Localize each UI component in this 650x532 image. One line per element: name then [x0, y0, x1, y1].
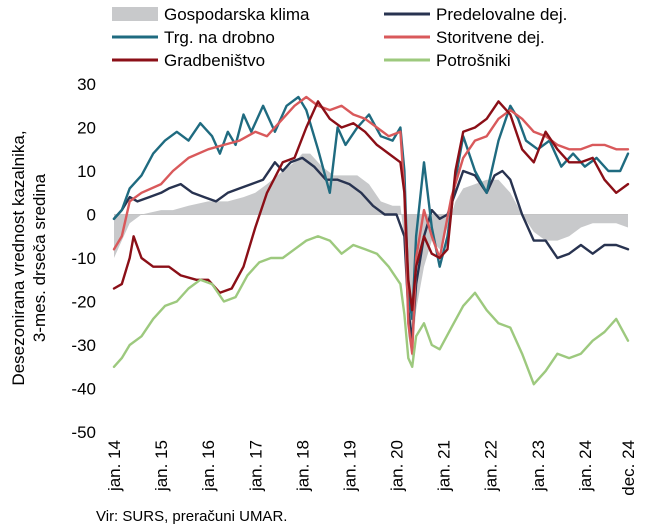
x-tick-label: jan. 20 [388, 440, 407, 492]
x-tick-label: jan. 16 [199, 440, 218, 492]
series-trg-na-drobno [112, 95, 630, 321]
y-tick-label: -40 [71, 380, 96, 399]
y-tick-label: 20 [77, 119, 96, 138]
y-tick-label: 30 [77, 75, 96, 94]
source-note: Vir: SURS, preračuni UMAR. [96, 508, 288, 525]
x-tick-label: jan. 15 [152, 440, 171, 492]
series-predelovalne-dej [112, 156, 630, 342]
x-tick-label: jan. 22 [482, 440, 501, 492]
y-tick-label: -30 [71, 336, 96, 355]
y-axis-ticks: 30 20 10 0 -10 -20 -30 -40 -50 [71, 75, 96, 442]
legend: Gospodarska klima Predelovalne dej. Trg. n… [112, 5, 567, 70]
y-tick-label: 0 [87, 206, 96, 225]
series-storitvene-dej [112, 95, 630, 355]
legend-label: Predelovalne dej. [436, 5, 567, 24]
legend-label: Gospodarska klima [164, 5, 310, 24]
x-tick-label: dec. 24 [619, 440, 638, 496]
legend-label: Gradbeništvo [164, 51, 265, 70]
legend-swatch [112, 7, 158, 21]
y-tick-label: 10 [77, 162, 96, 181]
y-axis-label-line: Desezonirana vrednost kazalnika, [9, 130, 28, 385]
legend-label: Trg. na drobno [164, 28, 275, 47]
series-potrosniki [112, 235, 630, 386]
x-tick-label: jan. 14 [105, 440, 124, 492]
y-axis-label: Desezonirana vrednost kazalnika, 3-mes. d… [9, 130, 49, 385]
y-tick-label: -50 [71, 423, 96, 442]
legend-label: Potrošniki [436, 51, 511, 70]
x-tick-label: jan. 21 [435, 440, 454, 492]
x-tick-label: jan. 23 [529, 440, 548, 492]
plot-area [112, 95, 630, 386]
x-tick-label: jan. 24 [576, 440, 595, 492]
y-axis-label-line: 3-mes. drseča sredina [30, 173, 49, 342]
x-tick-label: jan. 19 [340, 440, 359, 492]
x-tick-label: jan. 17 [246, 440, 265, 492]
series-gospodarska-klima [114, 153, 628, 359]
x-axis-ticks: jan. 14 jan. 15 jan. 16 jan. 17 jan. 18 jan. … [105, 440, 638, 496]
legend-label: Storitvene dej. [436, 28, 545, 47]
x-tick-label: jan. 18 [293, 440, 312, 492]
y-tick-label: -20 [71, 293, 96, 312]
y-tick-label: -10 [71, 249, 96, 268]
